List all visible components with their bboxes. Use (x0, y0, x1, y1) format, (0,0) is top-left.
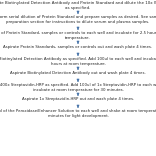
Text: Add 100ul of Protein Standard, samples or controls to each well and incubate for: Add 100ul of Protein Standard, samples o… (0, 31, 156, 40)
Text: Perform serial dilution of Protein Standard and prepare samples as desired. See : Perform serial dilution of Protein Stand… (0, 15, 156, 24)
Text: Aspirate Protein Standards, samples or controls out and wash plate 4 times.: Aspirate Protein Standards, samples or c… (3, 45, 153, 49)
Text: Add 100ul of the Peroxidase/Enhancer Solution to each well and shake at room tem: Add 100ul of the Peroxidase/Enhancer Sol… (0, 109, 156, 118)
Text: Aspirate 1x Streptavidin-HRP out and wash plate 4 times.: Aspirate 1x Streptavidin-HRP out and was… (22, 97, 134, 101)
Text: Reconstitute Biotinylated Detection Antibody and Protein Standard and dilute the: Reconstitute Biotinylated Detection Anti… (0, 1, 156, 10)
Text: Dilute 400x Streptavidin-HRP as specified. Add 100ul of 1x Streptavidin-HRP to e: Dilute 400x Streptavidin-HRP as specifie… (0, 83, 156, 92)
Text: Aspirate Biotinylated Detection Antibody out and wash plate 4 times.: Aspirate Biotinylated Detection Antibody… (10, 71, 146, 75)
Text: Dilute Biotinylated Detection Antibody as specified. Add 100ul to each well and : Dilute Biotinylated Detection Antibody a… (0, 57, 156, 66)
